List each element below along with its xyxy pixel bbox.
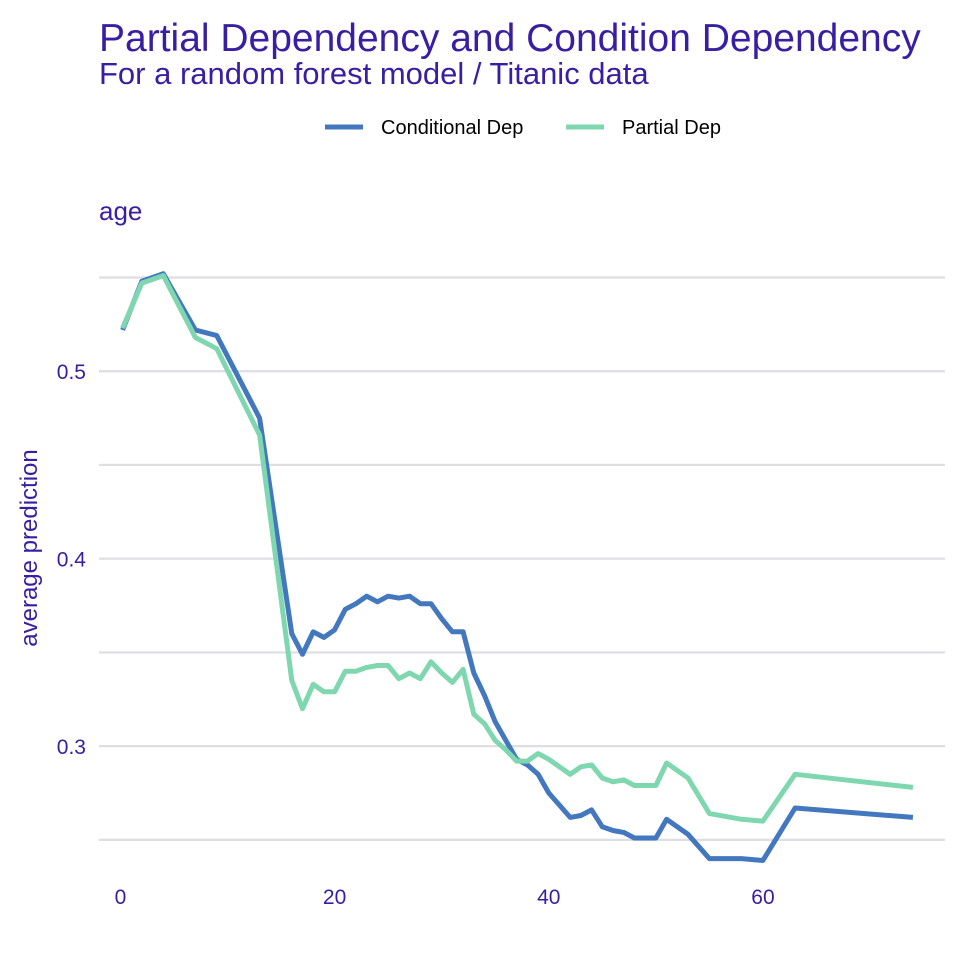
x-tick-label: 40 [537,886,560,909]
x-tick-label: 0 [115,886,127,909]
y-tick-label: 0.4 [57,549,87,572]
chart-subtitle: For a random forest model / Titanic data [99,56,649,91]
legend-item-conditional-dep: Conditional Dep [325,117,523,139]
x-tick-label: 60 [751,886,774,909]
gridlines [99,276,945,841]
chart-title: Partial Dependency and Condition Depende… [99,17,921,60]
series-lines [120,271,914,863]
series-line-conditional-dep [120,271,914,863]
legend-label: Conditional Dep [381,117,523,139]
facet-label: age [99,196,142,226]
y-axis-label: average prediction [16,449,43,646]
y-axis-ticks: 0.3 0.4 0.5 [57,361,87,759]
y-tick-label: 0.5 [57,361,86,384]
legend: Conditional Dep Partial Dep [325,117,721,139]
x-tick-label: 20 [323,886,346,909]
legend-label: Partial Dep [622,117,721,139]
x-axis-ticks: 0 20 40 60 [115,886,775,909]
legend-item-partial-dep: Partial Dep [566,117,721,139]
series-line-partial-dep [120,273,914,824]
y-tick-label: 0.3 [57,736,86,759]
